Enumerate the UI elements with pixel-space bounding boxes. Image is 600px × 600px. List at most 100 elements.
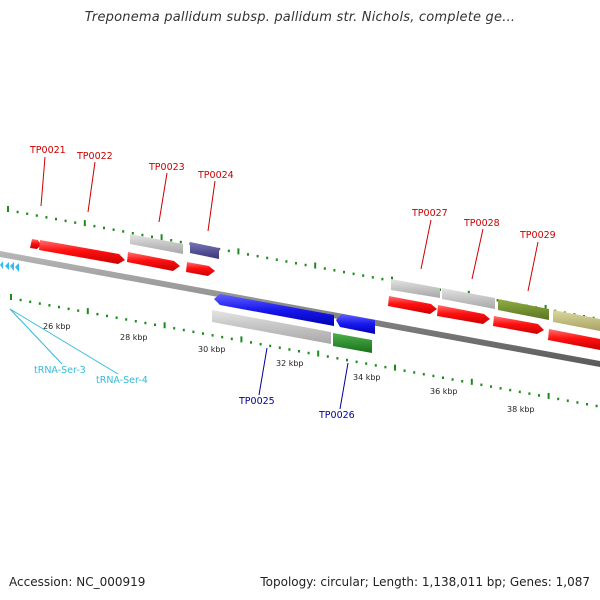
label-tp0026: TP0026 — [318, 410, 355, 421]
ruler-major-tick — [83, 220, 86, 227]
ruler-major-tick — [240, 336, 243, 343]
leader-tp0022 — [87, 161, 96, 213]
ruler-minor-tick — [151, 235, 153, 238]
ruler-major-tick — [544, 304, 547, 311]
ruler-minor-tick — [557, 397, 560, 401]
ruler-minor-tick — [362, 274, 365, 277]
ruler-minor-tick — [307, 351, 310, 355]
ruler-minor-tick — [528, 392, 531, 395]
ruler-major-tick — [237, 248, 240, 255]
gene-olive-block[interactable] — [498, 299, 549, 320]
ruler-minor-tick — [275, 258, 278, 261]
ruler-minor-tick — [451, 378, 454, 381]
ruler-minor-tick — [103, 226, 105, 230]
label-tp0028: TP0028 — [463, 218, 500, 229]
leader-trna-ser-4 — [9, 308, 119, 375]
ruler-minor-tick — [58, 305, 60, 309]
leader-tp0026 — [339, 362, 349, 410]
upper-features[interactable] — [30, 234, 600, 350]
ruler-minor-tick — [384, 365, 387, 369]
ruler-minor-tick — [131, 231, 134, 235]
ruler-major-tick — [547, 392, 550, 399]
gene-tp0027-grey-block[interactable] — [391, 279, 440, 298]
gene-khaki-block[interactable] — [553, 310, 600, 331]
ruler-minor-tick — [115, 316, 118, 319]
label-tp0027: TP0027 — [411, 208, 448, 219]
ruler-minor-tick — [218, 247, 221, 251]
ruler-major-tick — [10, 294, 12, 300]
ruler-minor-tick — [112, 228, 115, 231]
genome-summary-text: Topology: circular; Length: 1,138,011 bp… — [260, 575, 590, 589]
ruler-label-38kbp: 38 kbp — [507, 405, 535, 414]
ruler-minor-tick — [67, 307, 70, 311]
label-tp0025: TP0025 — [238, 396, 275, 407]
lower-features[interactable] — [212, 294, 375, 353]
gene-tp0028-arrow[interactable] — [437, 305, 490, 324]
gene-tp0028-grey-block[interactable] — [442, 288, 495, 309]
ruler-minor-tick — [576, 401, 579, 404]
ruler-minor-tick — [269, 344, 272, 348]
ruler-minor-tick — [371, 276, 374, 279]
label-trna-ser-4: tRNA-Ser-4 — [96, 375, 148, 386]
ruler-minor-tick — [134, 319, 137, 323]
ruler-minor-tick — [266, 256, 269, 260]
ruler-minor-tick — [442, 376, 444, 379]
ruler-minor-tick — [211, 334, 214, 337]
ruler-minor-tick — [499, 387, 502, 390]
ruler-major-tick — [314, 262, 317, 269]
ruler-minor-tick — [16, 210, 19, 214]
ruler-minor-tick — [278, 346, 281, 349]
gene-tp0023-arrow[interactable] — [127, 252, 180, 271]
ruler-minor-tick — [490, 385, 492, 388]
gene-tp0024-arrow[interactable] — [186, 262, 215, 276]
map-title: Treponema pallidum subsp. pallidum str. … — [84, 10, 516, 25]
ruler-minor-tick — [326, 355, 329, 358]
ruler-major-tick — [163, 322, 166, 329]
gene-tp0026-arrow[interactable] — [336, 314, 375, 334]
gene-tp0025-grey-block[interactable] — [212, 310, 331, 344]
ruler-minor-tick — [227, 249, 230, 253]
gene-tp0025-arrow[interactable] — [214, 294, 334, 326]
gene-tp0024-block[interactable] — [190, 242, 219, 259]
ruler-minor-tick — [256, 254, 259, 258]
trna-arrows[interactable] — [0, 261, 19, 272]
ruler-minor-tick — [518, 390, 521, 394]
leader-tp0028 — [471, 228, 484, 280]
label-tp0023: TP0023 — [148, 162, 185, 173]
ruler-minor-tick — [55, 217, 57, 221]
ruler-minor-tick — [29, 300, 32, 304]
gene-tp0029-arrow[interactable] — [493, 316, 544, 334]
ruler-minor-tick — [26, 212, 29, 216]
ruler-minor-tick — [538, 394, 540, 397]
ruler-minor-tick — [333, 269, 336, 272]
ruler-major-tick — [160, 234, 163, 241]
ruler-minor-tick — [432, 374, 435, 378]
gene-tp0023-grey-block[interactable] — [130, 234, 183, 254]
ruler-minor-tick — [295, 261, 297, 265]
ruler-minor-tick — [170, 239, 173, 242]
gene-red-arrow-edge[interactable] — [548, 329, 600, 350]
ruler-minor-tick — [381, 277, 384, 281]
ruler-label-32kbp: 32 kbp — [276, 359, 304, 368]
gene-tp0027-arrow[interactable] — [388, 296, 437, 314]
ruler-minor-tick — [461, 380, 464, 383]
gene-tp0026-block[interactable] — [333, 333, 372, 353]
trna-arrow — [0, 261, 3, 269]
trna-arrow — [15, 263, 19, 272]
trna-arrow — [10, 262, 14, 271]
label-leaders — [9, 156, 539, 410]
ruler-major-tick — [86, 308, 89, 315]
accession-text: Accession: NC_000919 — [9, 575, 146, 589]
ruler-label-26kbp: 26 kbp — [43, 322, 71, 331]
ruler-minor-tick — [323, 267, 326, 270]
gene-tp0021-arrow[interactable] — [30, 239, 41, 249]
gene-tp0022-arrow[interactable] — [39, 240, 125, 264]
ruler-minor-tick — [173, 327, 176, 330]
ruler-minor-tick — [19, 298, 22, 302]
ruler-minor-tick — [304, 263, 307, 267]
ruler-minor-tick — [480, 383, 483, 387]
ruler-label-36kbp: 36 kbp — [430, 387, 458, 396]
leader-tp0027 — [420, 219, 432, 270]
ruler-minor-tick — [48, 304, 51, 307]
